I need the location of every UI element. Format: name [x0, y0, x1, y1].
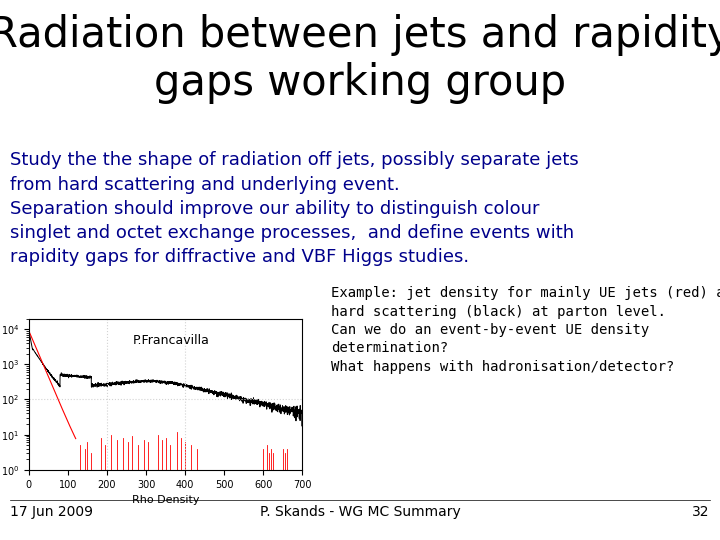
Text: P.Francavilla: P.Francavilla — [132, 334, 210, 347]
X-axis label: Rho Density: Rho Density — [132, 495, 199, 505]
Text: gaps working group: gaps working group — [154, 62, 566, 104]
Text: Example: jet density for mainly UE jets (red) and
hard scattering (black) at par: Example: jet density for mainly UE jets … — [331, 286, 720, 374]
Text: Study the the shape of radiation off jets, possibly separate jets
from hard scat: Study the the shape of radiation off jet… — [10, 151, 579, 266]
Text: 17 Jun 2009: 17 Jun 2009 — [10, 505, 93, 519]
Text: Radiation between jets and rapidity: Radiation between jets and rapidity — [0, 14, 720, 56]
Text: 32: 32 — [693, 505, 710, 519]
Text: P. Skands - WG MC Summary: P. Skands - WG MC Summary — [260, 505, 460, 519]
